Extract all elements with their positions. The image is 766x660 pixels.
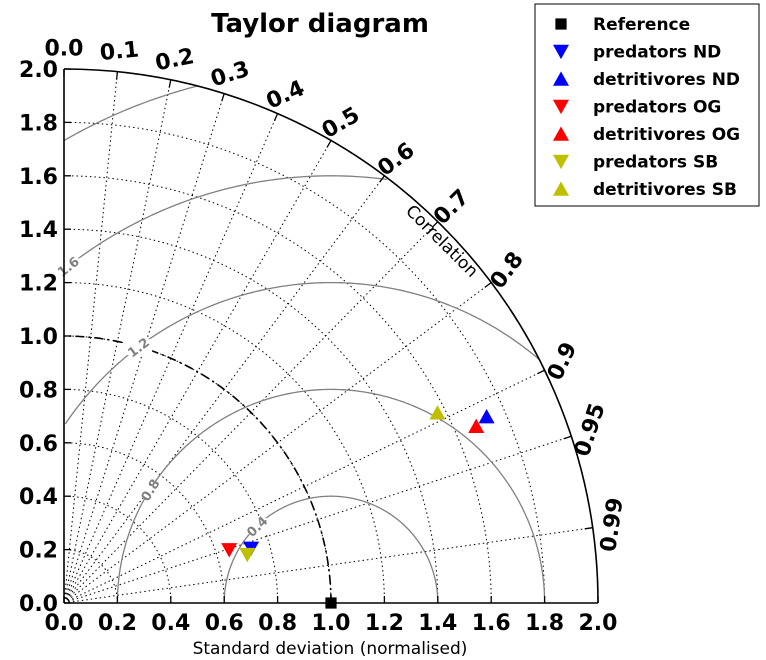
legend-marker <box>553 99 569 115</box>
x-tick-label: 0.0 <box>45 611 84 636</box>
correlation-tick-label: 0.95 <box>570 400 611 459</box>
correlation-tick-mark <box>273 113 279 122</box>
legend-label: predators OG <box>593 98 721 118</box>
correlation-grid-line <box>63 527 593 604</box>
x-tick-label: 1.6 <box>472 611 511 636</box>
rms-label-bg <box>0 185 2 202</box>
x-tick-label: 1.0 <box>312 611 351 636</box>
correlation-tick-mark <box>563 435 572 440</box>
legend-marker <box>555 18 567 30</box>
std-grid-arc <box>63 228 439 604</box>
legend-frame <box>534 3 760 207</box>
legend-marker <box>553 181 569 196</box>
x-tick-label: 0.6 <box>205 611 244 636</box>
legend-marker <box>553 44 569 60</box>
correlation-tick-label: 0.3 <box>208 57 253 93</box>
y-tick-label: 0.4 <box>19 485 58 510</box>
y-tick-label: 0.8 <box>19 378 58 403</box>
point-predators-og <box>221 543 238 558</box>
y-tick-label: 1.0 <box>19 325 58 350</box>
y-tick-label: 0.6 <box>19 432 58 457</box>
std-grid-arc <box>63 549 118 604</box>
rms-contour-label: 0.8 <box>139 477 164 504</box>
legend-label: detritivores OG <box>593 125 740 145</box>
rms-contour <box>64 281 540 425</box>
legend-label: detritivores ND <box>593 70 740 90</box>
x-tick-label: 0.8 <box>258 611 297 636</box>
chart-title: Taylor diagram <box>211 9 429 39</box>
correlation-tick-label: 0.4 <box>263 76 309 115</box>
x-tick-label: 1.4 <box>418 611 457 636</box>
rms-label-bg <box>242 518 271 535</box>
legend-marker <box>553 126 569 141</box>
legend-label: Reference <box>593 15 690 35</box>
data-points <box>221 405 495 609</box>
rms-contour <box>223 495 439 603</box>
point-detritivores-nd <box>478 409 495 424</box>
y-tick-label: 0.2 <box>19 539 58 564</box>
correlation-tick-label: 0.2 <box>153 44 196 76</box>
std-grid-arc <box>63 495 172 604</box>
rms-contour <box>63 85 198 142</box>
correlation-tick-label: 0.6 <box>373 138 419 181</box>
x-tick-label: 0.4 <box>151 611 190 636</box>
std-grid-arc <box>63 121 546 604</box>
rms-contours: 0.40.81.21.62.0 <box>0 85 546 604</box>
y-tick-label: 1.8 <box>19 111 58 136</box>
outer-arc <box>63 68 599 604</box>
rms-label-bg <box>53 258 82 275</box>
legend-label: detritivores SB <box>593 180 737 200</box>
correlation-tick-mark <box>431 221 439 228</box>
correlation-tick-mark <box>537 369 545 375</box>
correlation-tick-label: 0.1 <box>99 37 140 66</box>
legend-label: predators SB <box>593 153 718 173</box>
correlation-tick-label: 0.0 <box>45 37 84 62</box>
rms-label-bg <box>135 481 164 498</box>
y-tick-label: 1.4 <box>19 218 58 243</box>
x-tick-label: 2.0 <box>579 611 618 636</box>
correlation-tick-mark <box>221 93 225 102</box>
x-axis-label: Standard deviation (normalised) <box>193 639 468 659</box>
legend-marker <box>553 154 569 170</box>
correlation-tick-label: 0.99 <box>596 496 628 553</box>
point-detritivores-sb <box>429 405 446 420</box>
y-tick-label: 2.0 <box>19 58 58 83</box>
correlation-grid-line <box>63 71 118 604</box>
point-reference <box>325 597 337 609</box>
y-tick-label: 0.0 <box>19 592 58 617</box>
correlation-tick-mark <box>484 282 492 288</box>
std-grid-arc <box>63 282 385 604</box>
point-detritivores-og <box>468 418 485 433</box>
correlation-tick-mark <box>115 71 119 80</box>
reference-std-arc <box>63 335 332 604</box>
rms-contour <box>64 175 387 270</box>
std-grid-arc <box>63 388 279 604</box>
legend-marker <box>553 71 569 86</box>
point-predators-sb <box>239 547 256 563</box>
std-grid-arc <box>63 175 492 604</box>
rms-label-bg <box>124 339 153 356</box>
std-grid-arc <box>63 442 225 604</box>
correlation-tick-mark <box>379 175 385 183</box>
legend-label: predators ND <box>593 43 721 63</box>
x-tick-label: 1.2 <box>365 611 404 636</box>
correlation-tick-mark <box>326 140 332 148</box>
x-tick-label: 1.8 <box>525 611 564 636</box>
correlation-tick-mark <box>584 527 593 530</box>
y-tick-label: 1.6 <box>19 165 58 190</box>
y-tick-label: 1.2 <box>19 272 58 297</box>
legend: Reference predators ND detritivores ND pred… <box>534 3 760 207</box>
correlation-tick-mark <box>168 79 172 88</box>
x-tick-label: 0.2 <box>98 611 137 636</box>
correlation-tick-label: 0.8 <box>486 248 529 294</box>
